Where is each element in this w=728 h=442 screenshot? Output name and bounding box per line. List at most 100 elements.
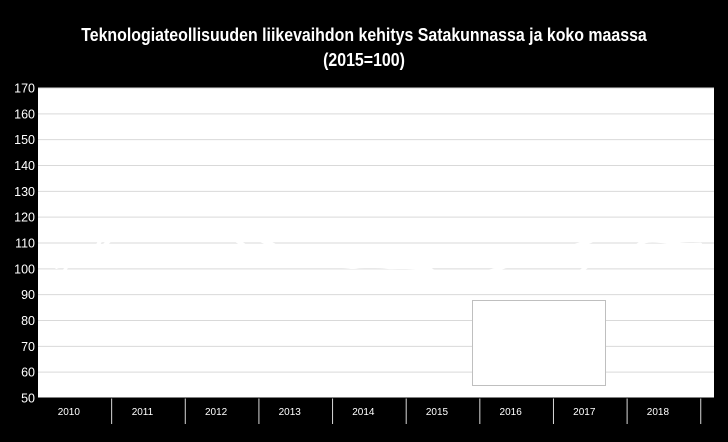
series-2-point [276,255,279,257]
series-2-point [74,261,76,264]
series-2-point [681,224,684,226]
series-1-point [92,247,94,249]
series-1-point [166,220,168,222]
x-tick-label: 2013 [279,407,302,418]
series-2-line [54,222,703,275]
series-1-point [552,274,555,277]
x-tick-label: 2011 [132,407,154,418]
y-tick-label: 100 [14,262,35,276]
series-2-point [258,250,260,252]
series-1-point [387,248,389,251]
series-2-point [497,268,500,270]
chart-title-line: Teknologiateollisuuden liikevaihdon kehi… [81,24,647,45]
series-2-point [368,265,371,268]
series-1-line [54,219,703,288]
series-2-point [515,262,518,265]
series-1-point [405,253,408,256]
y-tick-label: 150 [14,133,35,147]
series-2-point [644,229,647,231]
series-2-point [442,271,444,274]
series-1-point [202,235,205,238]
series-2-point [460,271,463,274]
series-1-point [479,284,481,287]
series-2-point [166,231,168,234]
series-2-point [92,251,94,253]
series-1-point [460,284,463,287]
series-1-point [276,244,279,247]
chart-subtitle: (2015=100) [323,49,405,70]
series-2-point [607,235,610,238]
series-2-point [184,230,187,233]
legend-cover-box [472,300,606,386]
series-1-point [589,264,592,266]
y-tick-label: 60 [21,366,35,380]
series-2-point [110,239,113,242]
series-1-point [681,243,684,246]
x-tick-label: 2012 [205,407,228,418]
series-1-point [497,284,500,287]
series-2-point [55,266,58,269]
y-tick-label: 170 [14,82,35,96]
series-2-point [405,266,408,269]
x-tick-label: 2014 [352,407,375,418]
y-tick-label: 160 [14,107,35,121]
series-2-point [534,255,536,257]
series-1-point [129,222,131,225]
series-1-point [74,257,76,260]
series-1-point [699,243,702,246]
y-tick-label: 90 [21,288,35,302]
y-tick-label: 80 [21,314,35,328]
series-1-point [147,222,150,225]
series-1-point [534,273,536,275]
series-2-point [239,242,242,244]
series-2-point [129,235,131,238]
series-1-point [607,255,610,257]
chart-title: Teknologiateollisuuden liikevaihdon kehi… [51,22,677,72]
x-tick-label: 2015 [426,407,449,418]
series-2-point [313,260,315,262]
series-1-point [626,248,628,251]
series-2-point [589,240,592,243]
y-tick-label: 70 [21,340,35,354]
series-2-point [387,266,389,269]
x-tick-label: 2010 [58,407,81,418]
series-2-point [626,231,628,234]
x-tick-label: 2017 [573,407,596,418]
x-tick-label: 2016 [500,407,523,418]
y-axis-ticks: 50 60 70 80 90 100 110 120 130 140 150 160 170 [14,82,35,406]
y-tick-label: 130 [14,185,35,199]
series-2-point [571,244,573,247]
series-2 [54,222,703,275]
series-2-point [202,231,205,234]
series-1-point [571,274,573,277]
series-1-point [239,231,242,234]
series-2-point [147,237,150,239]
series-1-point [368,248,371,251]
y-tick-label: 110 [15,237,35,251]
y-tick-label: 120 [14,211,35,225]
x-axis-ticks: 2010 2011 2012 2013 2014 2015 2016 2017 2018 [38,397,714,424]
series-1-point [644,240,647,243]
series-1-point [515,282,518,284]
x-tick-label: 2018 [647,407,670,418]
series-2-point [479,271,481,274]
series-2-point [699,222,702,225]
series-1-point [258,239,260,242]
series-2-point [331,264,334,266]
series-1-point [55,279,58,282]
series-2-point [663,226,665,229]
series-2-point [423,268,426,270]
series-2-point [294,257,297,260]
series-2-point [350,266,352,269]
series-1-point [442,277,444,279]
series-2-point [552,248,555,251]
series-layer [54,219,703,288]
series-1-point [663,240,665,243]
series-1-point [350,260,352,262]
series-1-point [184,228,187,230]
y-tick-label: 140 [14,159,35,173]
series-1-point [110,230,113,233]
series-2-point [221,234,223,237]
y-tick-label: 50 [21,392,35,406]
